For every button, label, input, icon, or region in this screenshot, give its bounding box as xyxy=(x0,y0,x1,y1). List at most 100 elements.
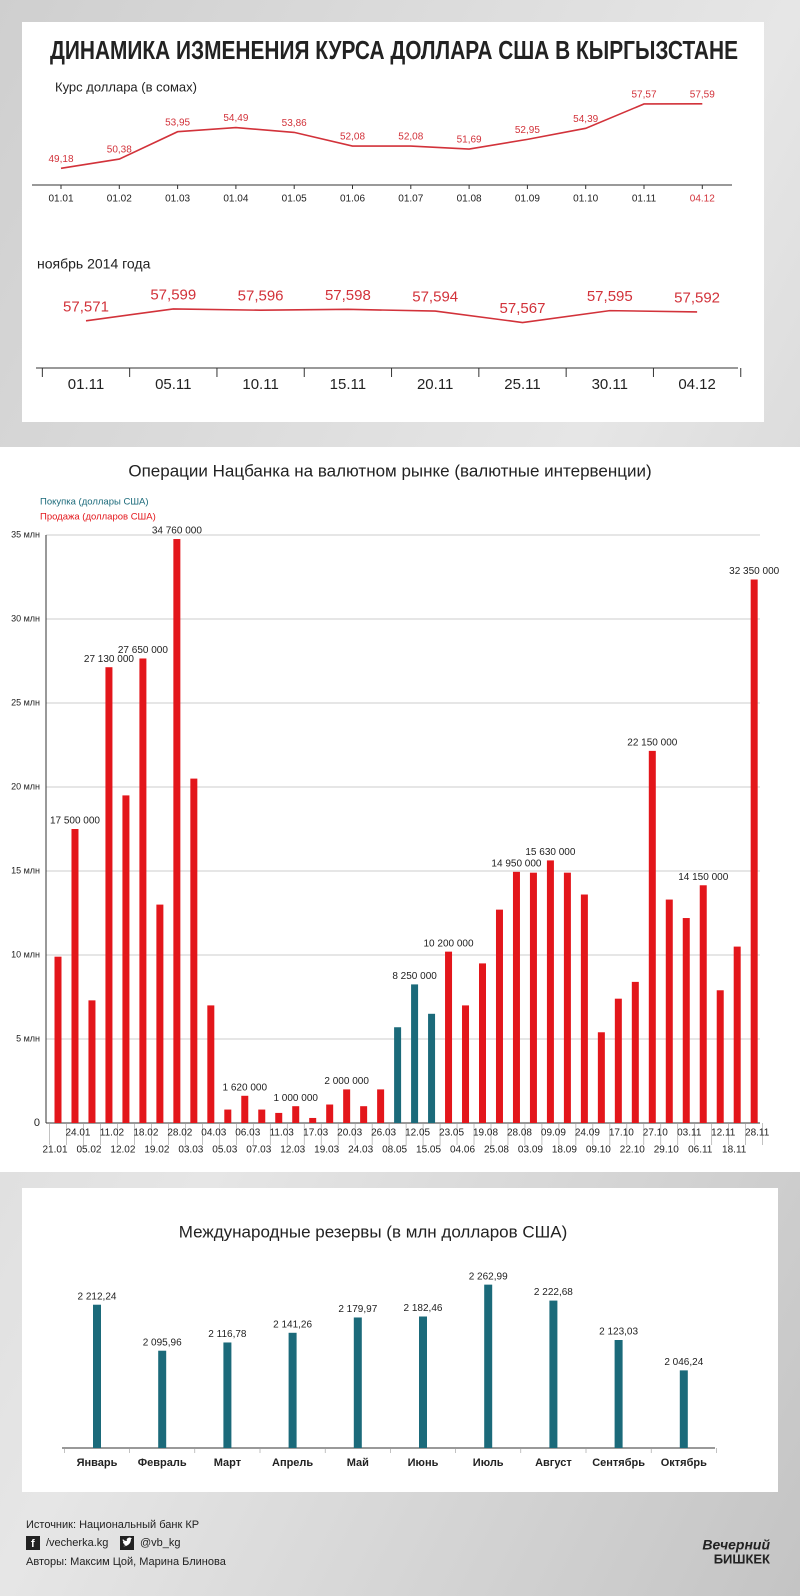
x-tick-label: 20.11 xyxy=(417,376,453,393)
value-label: 1 000 000 xyxy=(273,1093,318,1104)
x-tick-label: 07.03 xyxy=(246,1145,271,1156)
value-label: 52,95 xyxy=(515,125,540,136)
x-tick-label: Октябрь xyxy=(661,1457,707,1469)
x-tick-label: 25.08 xyxy=(484,1145,509,1156)
x-tick-label: 28.08 xyxy=(507,1128,532,1139)
value-label: 27 130 000 xyxy=(84,654,134,665)
bar xyxy=(495,909,503,1123)
value-label: 2 212,24 xyxy=(78,1291,117,1302)
value-label: 15 630 000 xyxy=(525,847,575,858)
value-label: 52,08 xyxy=(340,132,365,143)
x-tick-label: 23.05 xyxy=(439,1128,464,1139)
bar xyxy=(614,1340,623,1448)
x-tick-label: Сентябрь xyxy=(592,1457,645,1469)
x-tick-label: 21.01 xyxy=(42,1145,67,1156)
x-tick-label: Июль xyxy=(473,1457,504,1469)
value-label: 14 950 000 xyxy=(491,858,541,869)
x-tick-label: 01.07 xyxy=(398,194,423,205)
x-tick-label: 04.12 xyxy=(678,376,716,393)
value-label: 57,567 xyxy=(500,300,546,317)
bar xyxy=(54,956,62,1123)
bar xyxy=(733,946,741,1123)
bar xyxy=(665,899,673,1123)
bar xyxy=(377,1089,385,1123)
x-tick-label: 06.11 xyxy=(688,1145,713,1156)
bar xyxy=(580,894,588,1123)
x-tick-label: 01.05 xyxy=(282,194,307,205)
bar xyxy=(394,1027,402,1123)
bar xyxy=(549,1300,558,1448)
authors: Авторы: Максим Цой, Марина Блинова xyxy=(26,1556,227,1568)
x-tick-label: 18.02 xyxy=(133,1128,158,1139)
x-tick-label: 11.02 xyxy=(100,1128,125,1139)
x-tick-label: 05.03 xyxy=(212,1145,237,1156)
logo-top: Вечерний xyxy=(702,1537,770,1553)
x-tick-label: 24.01 xyxy=(65,1128,90,1139)
x-tick-label: 22.10 xyxy=(620,1145,645,1156)
value-label: 54,49 xyxy=(223,113,248,124)
bar xyxy=(258,1109,266,1123)
bar xyxy=(309,1117,317,1123)
bar xyxy=(679,1370,688,1448)
bar xyxy=(326,1104,334,1123)
value-label: 57,57 xyxy=(631,90,656,101)
value-label: 2 179,97 xyxy=(338,1304,377,1315)
bar xyxy=(343,1089,351,1123)
value-label: 57,594 xyxy=(412,289,458,306)
x-tick-label: 09.10 xyxy=(586,1145,611,1156)
bar xyxy=(484,1284,493,1448)
x-tick-label: 30.11 xyxy=(592,376,628,393)
bar xyxy=(360,1106,368,1123)
bar xyxy=(631,981,639,1123)
value-label: 2 000 000 xyxy=(324,1076,369,1087)
x-tick-label: 15.05 xyxy=(416,1145,441,1156)
bar xyxy=(292,1106,300,1123)
x-tick-label: 20.03 xyxy=(337,1128,362,1139)
x-tick-label: 19.03 xyxy=(314,1145,339,1156)
bar xyxy=(158,1350,167,1448)
value-label: 57,595 xyxy=(587,288,633,305)
value-label: 2 222,68 xyxy=(534,1287,573,1298)
bar xyxy=(512,871,520,1123)
bar xyxy=(682,918,690,1123)
value-label: 22 150 000 xyxy=(627,738,677,749)
x-tick-label: 01.10 xyxy=(573,194,598,205)
x-tick-label: 09.09 xyxy=(541,1128,566,1139)
value-label: 53,95 xyxy=(165,117,190,128)
bar xyxy=(546,860,554,1123)
value-label: 2 123,03 xyxy=(599,1327,638,1338)
x-tick-label: 15.11 xyxy=(330,376,366,393)
bar xyxy=(419,1316,427,1448)
x-tick-label: 04.03 xyxy=(201,1128,226,1139)
value-label: 32 350 000 xyxy=(729,566,779,577)
x-tick-label: 19.08 xyxy=(473,1128,498,1139)
value-label: 2 095,96 xyxy=(143,1337,182,1348)
rate-line xyxy=(85,308,698,324)
logo-bottom: БИШКЕК xyxy=(714,1551,770,1566)
bar xyxy=(275,1112,283,1123)
x-tick-label: 01.02 xyxy=(107,194,132,205)
bar xyxy=(479,963,486,1123)
x-tick-label: 05.11 xyxy=(155,376,191,393)
legend-entry: Продажа (долларов США) xyxy=(40,512,156,523)
value-label: 57,599 xyxy=(150,286,196,303)
bar xyxy=(597,1032,605,1123)
chart-title: ноябрь 2014 года xyxy=(37,256,151,272)
bar xyxy=(428,1013,436,1123)
x-tick-label: 18.09 xyxy=(552,1145,577,1156)
value-label: 2 262,99 xyxy=(469,1271,508,1282)
value-label: 27 650 000 xyxy=(118,645,168,656)
x-tick-label: 26.03 xyxy=(371,1128,396,1139)
bar xyxy=(93,1304,101,1448)
bar xyxy=(139,658,147,1123)
x-tick-label: Январь xyxy=(77,1457,118,1469)
value-label: 2 046,24 xyxy=(664,1357,703,1368)
value-label: 49,18 xyxy=(48,154,73,165)
x-tick-label: 28.11 xyxy=(745,1128,770,1139)
x-tick-label: 01.06 xyxy=(340,194,365,205)
x-tick-label: 01.09 xyxy=(515,194,540,205)
x-tick-label: 03.03 xyxy=(178,1145,203,1156)
y-tick-label: 35 млн xyxy=(11,529,40,539)
